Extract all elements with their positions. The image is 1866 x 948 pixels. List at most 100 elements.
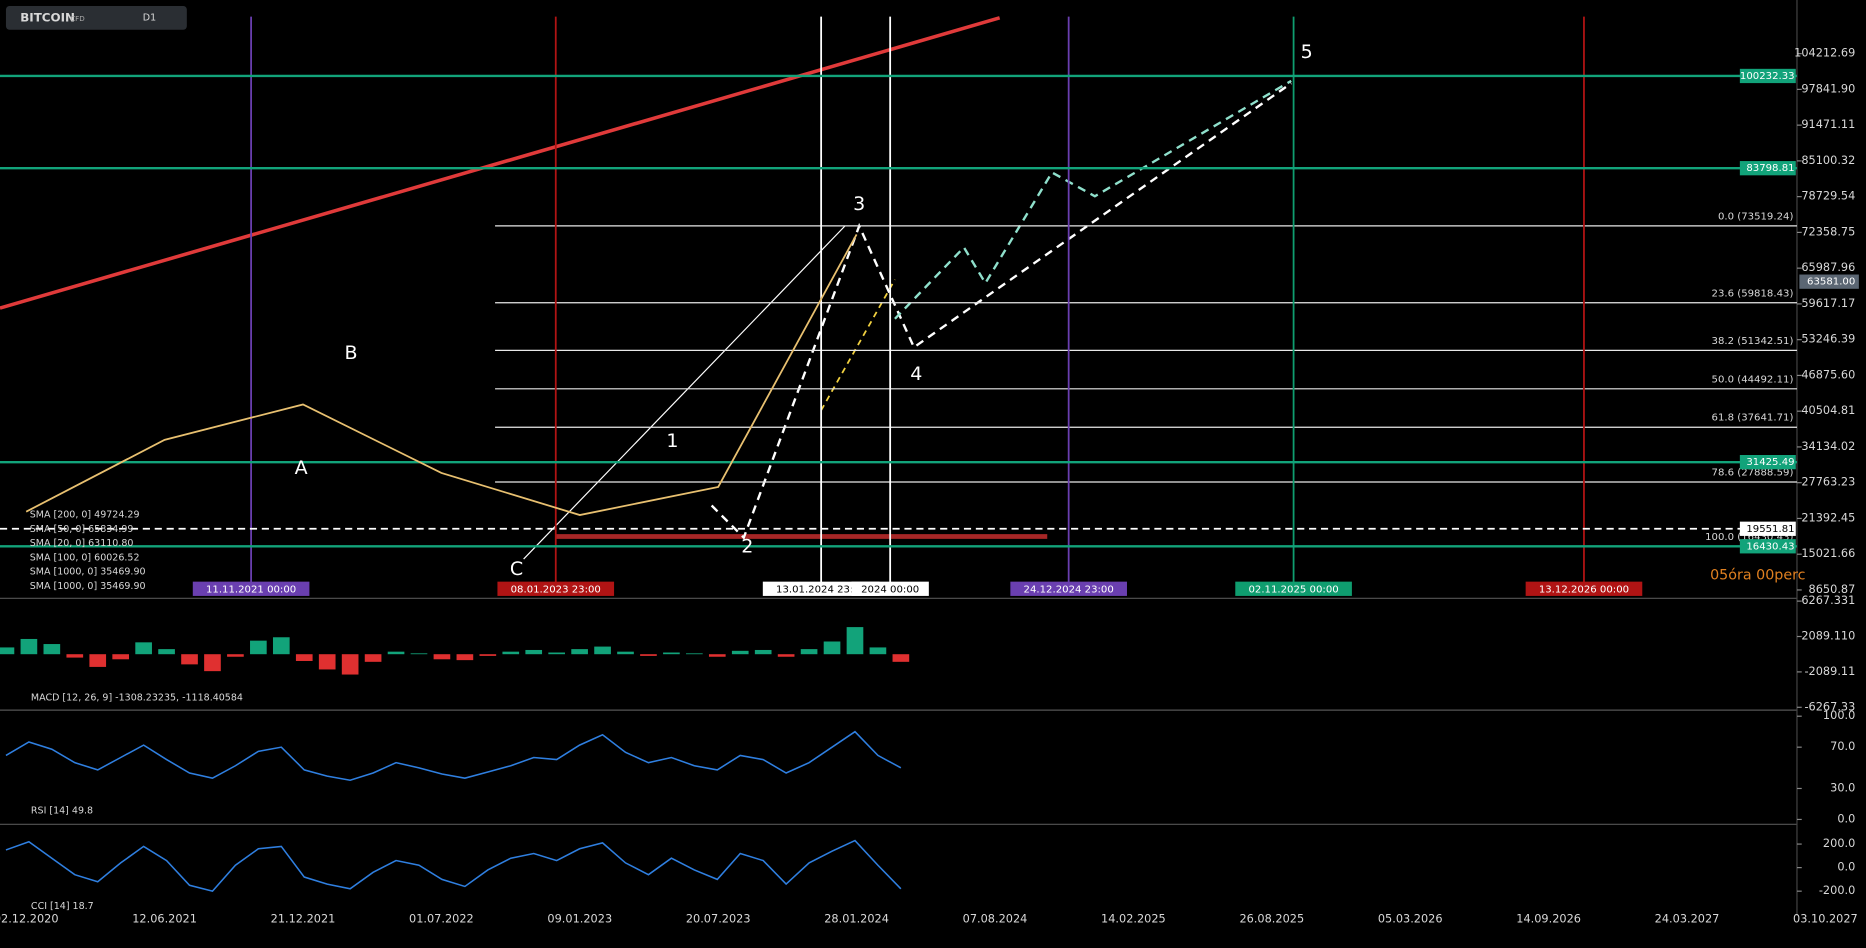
y-tick-label: 104212.69 — [1794, 47, 1855, 60]
x-tick-label: 03.10.2027 — [1793, 912, 1858, 925]
wave-label: 4 — [910, 363, 922, 385]
fib-label: 38.2 (51342.51) — [1712, 336, 1794, 347]
y-tick-label: 72358.75 — [1801, 225, 1855, 238]
histogram-bar — [731, 650, 749, 655]
marker-label: 13.12.2026 00:00 — [1539, 584, 1629, 595]
level-box — [1799, 274, 1859, 289]
legend-entry: SMA [20, 0] 63110.80 — [30, 538, 134, 549]
y-tick-label: -200.0 — [1819, 884, 1855, 897]
histogram-bar — [433, 654, 451, 660]
histogram-bar — [456, 654, 474, 661]
marker-label-box — [1010, 581, 1127, 596]
histogram-bar — [479, 654, 497, 656]
histogram-bar — [341, 654, 359, 675]
marker-label-box — [192, 581, 310, 596]
histogram-bar — [318, 654, 336, 670]
histogram-bar — [295, 654, 313, 661]
histogram-bar — [640, 654, 657, 656]
y-tick-label: 2089.110 — [1801, 630, 1855, 643]
histogram-bar — [892, 654, 910, 662]
wave-label: A — [295, 457, 308, 479]
histogram-bar — [43, 644, 61, 655]
x-tick-label: 05.03.2026 — [1378, 912, 1443, 925]
level-label: 63581.00 — [1807, 277, 1855, 288]
y-tick-label: 53246.39 — [1801, 333, 1855, 346]
histogram-bar — [525, 649, 543, 655]
histogram-bar — [112, 654, 130, 660]
legend-entry: SMA [200, 0] 49724.29 — [30, 510, 140, 521]
marker-label-box — [497, 581, 615, 596]
level-box — [1739, 454, 1796, 470]
marker-label-box — [1525, 581, 1643, 596]
y-tick-label: 100.0 — [1823, 709, 1855, 722]
histogram-bar — [410, 653, 428, 655]
symbol: BITCOIN — [20, 10, 75, 24]
histogram-bar — [777, 654, 795, 657]
y-tick-label: 15021.66 — [1801, 547, 1855, 560]
histogram-bar — [89, 654, 107, 667]
marker-label: 08.01.2023 23:00 — [511, 584, 601, 595]
indicator-line — [5, 839, 902, 893]
countdown: 05óra 00perc — [1710, 568, 1805, 584]
price-line — [25, 233, 858, 516]
y-tick-label: 34134.02 — [1801, 440, 1855, 453]
histogram-bar — [181, 654, 198, 665]
histogram-bar — [364, 654, 382, 662]
histogram-bar — [502, 651, 520, 655]
x-tick-label: 20.07.2023 — [686, 912, 751, 925]
fib-label: 61.8 (37641.71) — [1712, 413, 1794, 424]
indicator-line — [5, 730, 902, 782]
indicator-label: RSI [14] 49.8 — [31, 806, 93, 817]
histogram-bar — [135, 642, 152, 655]
y-tick-label: 200.0 — [1823, 837, 1855, 850]
y-tick-label: 8650.87 — [1809, 583, 1856, 596]
histogram-bar — [20, 638, 38, 655]
y-tick-label: 40504.81 — [1801, 404, 1855, 417]
y-tick-label: 21392.45 — [1801, 511, 1855, 524]
level-box — [1739, 68, 1796, 84]
level-label: 100232.33 — [1740, 71, 1795, 82]
histogram-bar — [800, 649, 818, 655]
wave-label: C — [510, 558, 523, 580]
histogram-bar — [708, 654, 726, 657]
marker-label-box — [1235, 581, 1352, 596]
x-tick-label: 14.09.2026 — [1516, 912, 1581, 925]
level-label: 83798.81 — [1746, 163, 1794, 174]
x-tick-label: 02.12.2020 — [0, 912, 59, 925]
alt-projection — [894, 79, 1292, 320]
legend-entry: SMA [1000, 0] 35469.90 — [30, 567, 146, 578]
drawings — [0, 0, 1798, 916]
y-tick-label: 0.0 — [1837, 812, 1855, 825]
legend-entry: SMA [100, 0] 60026.52 — [30, 552, 140, 563]
y-tick-label: 30.0 — [1830, 781, 1855, 794]
indicator-label: MACD [12, 26, 9] -1308.23235, -1118.4058… — [31, 693, 243, 704]
wave-label: B — [345, 342, 358, 364]
indicator-label: CCI [14] 18.7 — [31, 901, 94, 912]
symbol-box[interactable] — [5, 5, 187, 30]
histogram-bar — [594, 646, 611, 655]
y-tick-label: 65987.96 — [1801, 261, 1855, 274]
instrument-kind: CFD — [70, 14, 85, 23]
legend-entry: SMA [50, 0] 65834.99 — [30, 524, 134, 535]
y-tick-label: -2089.11 — [1804, 665, 1855, 678]
x-tick-label: 12.06.2021 — [132, 912, 197, 925]
marker-label-box — [762, 581, 880, 596]
x-tick-label: 07.08.2024 — [963, 912, 1028, 925]
timeframe[interactable]: D1 — [143, 12, 156, 23]
histogram-bar — [272, 637, 290, 655]
x-tick-label: 24.03.2027 — [1655, 912, 1720, 925]
histogram-bar — [227, 654, 244, 657]
x-tick-label: 09.01.2023 — [547, 912, 612, 925]
histogram-bar — [571, 649, 588, 655]
trend-line — [0, 16, 1001, 310]
wave-label: 1 — [666, 430, 678, 452]
legend-entry: SMA [1000, 0] 35469.90 — [30, 581, 146, 592]
marker-label: 24.12.2024 23:00 — [1024, 584, 1114, 595]
y-tick-label: 78729.54 — [1801, 190, 1855, 203]
y-tick-label: 85100.32 — [1801, 154, 1855, 167]
fib-label: 50.0 (44492.11) — [1712, 374, 1794, 385]
histogram-bar — [204, 654, 221, 672]
